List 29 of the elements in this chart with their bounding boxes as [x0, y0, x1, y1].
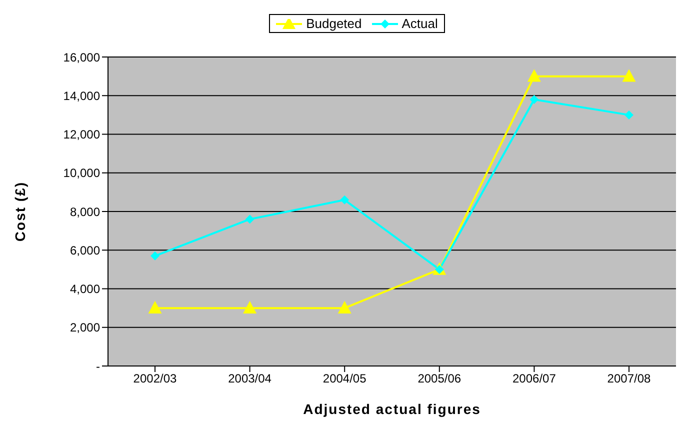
point: [530, 94, 539, 104]
y-tick-label: 14,000: [63, 88, 100, 103]
point: [150, 251, 160, 260]
legend-label: Budgeted: [305, 16, 362, 31]
point: [340, 195, 350, 204]
y-tick-label: 6,000: [70, 243, 100, 258]
y-tick-label: 4,000: [70, 282, 100, 296]
x-tick-label: 2004/05: [322, 372, 367, 386]
y-tick-label: 2,000: [70, 320, 100, 335]
point: [624, 110, 634, 120]
point: [245, 214, 254, 224]
y-tick-label: 16,000: [63, 50, 100, 64]
y-tick-label: 12,000: [63, 128, 100, 142]
x-tick-label: 2005/06: [418, 372, 462, 386]
point: [148, 300, 162, 314]
legend-label: Actual: [400, 16, 438, 31]
y-tick-label: 10,000: [63, 166, 100, 180]
y-tick-label: 8,000: [70, 204, 100, 219]
x-axis-title: Adjusted actual figures: [303, 400, 481, 417]
point: [527, 69, 541, 82]
point: [243, 300, 257, 314]
y-axis-title: Cost (£): [12, 181, 28, 242]
x-tick-label: 2002/03: [133, 372, 178, 386]
y-tick-label: -: [96, 359, 100, 374]
x-tick-label: 2003/04: [228, 372, 272, 386]
x-tick-label: 2006/07: [512, 372, 556, 386]
x-tick-label: 2007/08: [607, 372, 652, 386]
point: [338, 300, 352, 314]
point: [622, 69, 636, 82]
